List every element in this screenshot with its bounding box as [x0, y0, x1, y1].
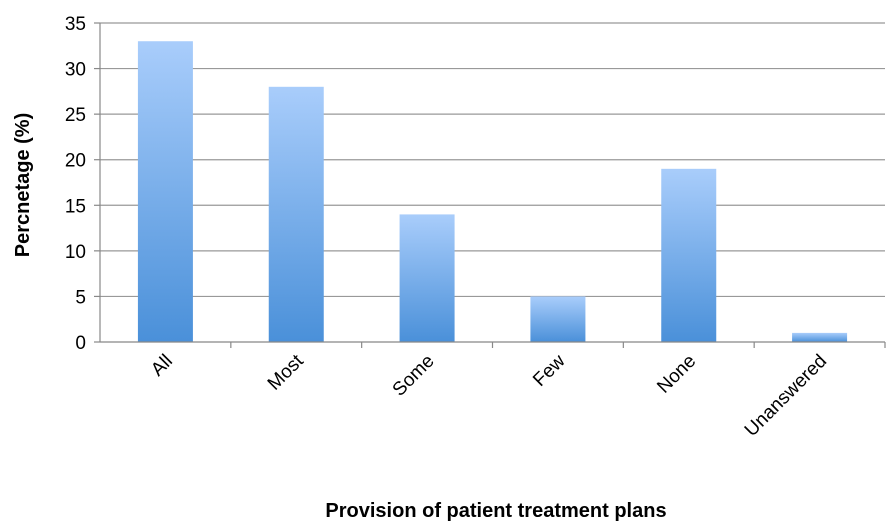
x-tick-label: All: [147, 351, 177, 381]
y-tick-labels: 0 5 10 15 20 25 30 35: [65, 14, 86, 354]
y-axis-title: Percnetage (%): [12, 113, 34, 258]
y-tick-label: 30: [65, 60, 86, 81]
x-tick-labels: All Most Some Few None Unanswered: [147, 350, 831, 441]
bar-all: [137, 41, 193, 342]
x-tick-label: Unanswered: [741, 351, 831, 441]
bar-unanswered: [792, 332, 848, 342]
bar-most: [268, 86, 324, 342]
bar-none: [661, 168, 717, 342]
y-tick-label: 15: [65, 196, 86, 217]
y-tick-label: 0: [75, 333, 86, 354]
y-tick-label: 35: [65, 14, 86, 35]
gridlines: [94, 22, 885, 343]
x-tick-label: Most: [264, 350, 308, 394]
x-tick-label: None: [653, 351, 700, 398]
x-tick-label: Some: [389, 351, 439, 401]
y-tick-label: 5: [75, 287, 86, 308]
x-axis-title: Provision of patient treatment plans: [325, 500, 666, 522]
bar-some: [399, 214, 455, 342]
axes: [99, 23, 886, 348]
y-tick-label: 10: [65, 242, 86, 263]
y-tick-label: 25: [65, 105, 86, 126]
bar-few: [530, 296, 586, 342]
y-tick-label: 20: [65, 151, 86, 172]
bars: [137, 41, 848, 342]
x-tick-label: Few: [529, 350, 569, 390]
